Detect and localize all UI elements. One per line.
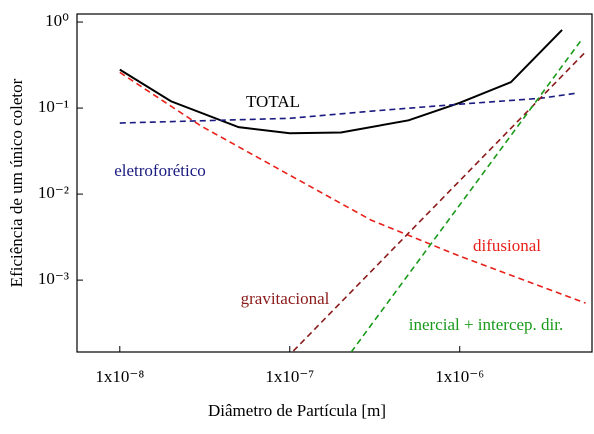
y-axis-label: Eficiência de um único coletor — [7, 78, 26, 287]
x-axis-label: Diâmetro de Partícula [m] — [208, 401, 386, 420]
x-tick-label: 1x10⁻⁷ — [265, 367, 314, 386]
y-tick-label: 10⁻³ — [38, 269, 69, 288]
series-label: eletroforético — [114, 161, 206, 180]
y-tick-label: 10⁰ — [45, 11, 69, 30]
series-label: difusional — [473, 236, 541, 255]
x-tick-label: 1x10⁻⁸ — [95, 367, 144, 386]
series-line — [350, 39, 583, 352]
x-tick-label: 1x10⁻⁶ — [435, 367, 484, 386]
series-line — [119, 29, 563, 135]
series-label: inercial + intercep. dir. — [409, 315, 564, 334]
plot-frame — [76, 13, 593, 353]
y-tick-label: 10⁻¹ — [38, 97, 69, 116]
series-label: TOTAL — [246, 92, 300, 111]
y-tick-label: 10⁻² — [38, 183, 69, 202]
series-line — [119, 71, 586, 304]
series-line — [119, 92, 579, 124]
series-label: gravitacional — [241, 289, 330, 308]
